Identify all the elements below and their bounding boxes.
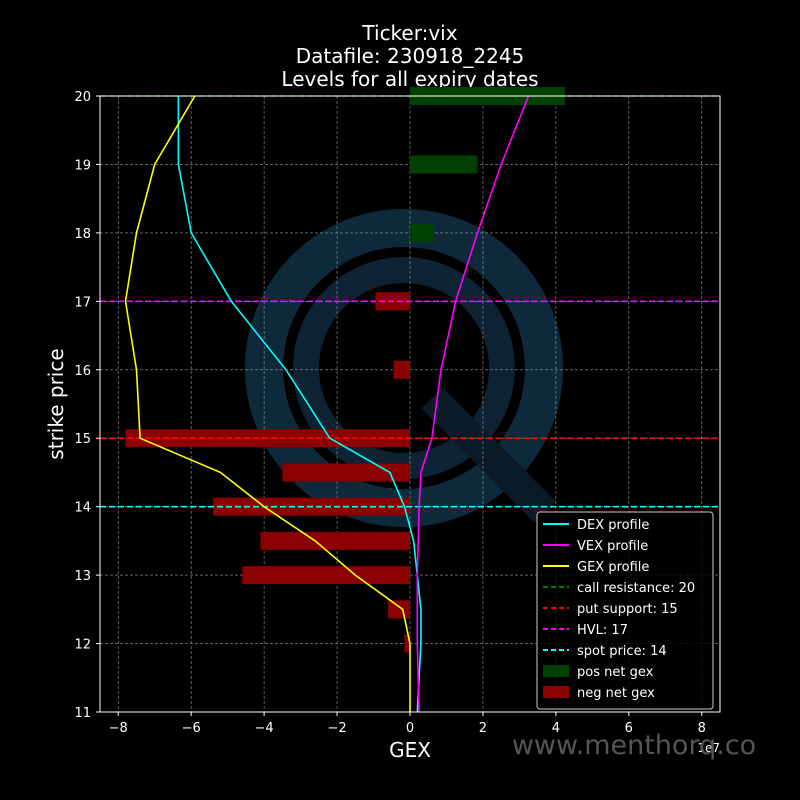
y-axis-label: strike price xyxy=(44,348,68,459)
dex-profile-line xyxy=(177,96,422,713)
x-tick-label-3: −2 xyxy=(327,721,346,736)
legend-label-7: pos net gex xyxy=(577,665,654,680)
y-tick-label-4: 15 xyxy=(74,432,91,447)
title-line-2: Datafile: 230918_2245 xyxy=(296,44,525,68)
gex-profile-line xyxy=(124,95,411,712)
x-tick-label-8: 8 xyxy=(698,721,706,736)
x-tick-label-7: 6 xyxy=(625,721,633,736)
legend-label-5: HVL: 17 xyxy=(577,623,628,638)
gex-bar-12.5 xyxy=(388,600,410,619)
gex-bar-16 xyxy=(393,360,410,379)
y-tick-label-1: 12 xyxy=(74,638,91,653)
legend-label-1: VEX profile xyxy=(577,539,648,554)
x-axis-label: GEX xyxy=(389,738,431,762)
x-tick-label-0: −8 xyxy=(109,721,128,736)
y-tick-label-8: 19 xyxy=(74,158,91,173)
y-tick-label-2: 13 xyxy=(74,569,91,584)
watermark-tail xyxy=(421,387,556,523)
y-tick-label-6: 17 xyxy=(74,295,91,310)
legend-swatch-7 xyxy=(543,665,569,677)
gex-bar-13 xyxy=(242,566,410,585)
y-tick-label-9: 20 xyxy=(74,90,91,105)
x-tick-label-5: 2 xyxy=(479,721,487,736)
y-tick-label-5: 16 xyxy=(74,364,91,379)
gex-bar-19 xyxy=(410,155,478,174)
x-tick-label-6: 4 xyxy=(552,721,560,736)
x-tick-label-2: −4 xyxy=(255,721,274,736)
legend-box xyxy=(536,511,714,710)
y-tick-label-7: 18 xyxy=(74,227,91,242)
legend-swatch-8 xyxy=(543,686,569,698)
x-tick-label-4: 0 xyxy=(406,721,414,736)
profile-lines xyxy=(124,95,530,713)
legend-label-8: neg net gex xyxy=(577,686,655,701)
watermark-text: www.menthorq.co xyxy=(512,730,756,761)
legend-label-6: spot price: 14 xyxy=(577,644,667,659)
gex-bar-12 xyxy=(404,634,410,653)
title-line-1: Ticker:vix xyxy=(361,21,457,45)
legend: DEX profile VEX profile GEX profile call re… xyxy=(536,511,714,710)
x-tick-label-1: −6 xyxy=(182,721,201,736)
y-tick-label-0: 11 xyxy=(74,706,91,721)
gex-bar-13.5 xyxy=(260,531,410,550)
gex-bar-14.5 xyxy=(282,463,410,482)
x-axis-multiplier: 1e7 xyxy=(697,741,720,755)
legend-label-3: call resistance: 20 xyxy=(577,581,695,596)
legend-label-0: DEX profile xyxy=(577,518,649,533)
y-tick-label-3: 14 xyxy=(74,501,91,516)
legend-label-4: put support: 15 xyxy=(577,602,678,617)
axis-ticks: −8 −6 −4 −2 0 2 4 6 8 11 12 13 14 15 16 17 18 19 20 xyxy=(74,90,705,736)
gex-bar-18 xyxy=(410,223,434,242)
vex-profile-line xyxy=(416,95,530,713)
legend-label-2: GEX profile xyxy=(577,560,649,575)
